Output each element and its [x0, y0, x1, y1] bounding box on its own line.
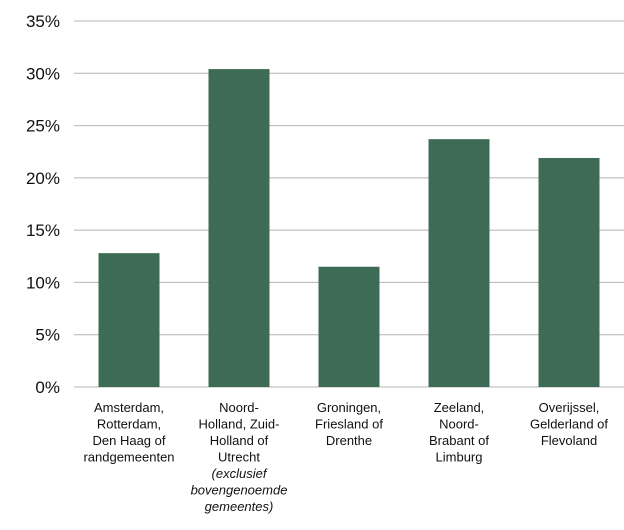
y-tick-label: 10% — [26, 273, 60, 292]
x-tick-label-line-italic: gemeentes) — [205, 499, 274, 514]
x-tick-label-line: Flevoland — [541, 433, 597, 448]
x-tick-label-line: Friesland of — [315, 417, 383, 432]
y-axis-tick-labels: 0% 5% 10% 15% 20% 25% 30% 35% — [26, 12, 60, 397]
bars — [98, 69, 600, 388]
x-tick-label-line: Noord- — [439, 417, 479, 432]
bar — [208, 69, 270, 388]
y-tick-label: 0% — [35, 378, 60, 397]
x-axis-tick-labels: Amsterdam, Rotterdam,Den Haag of randgemee… — [83, 400, 608, 514]
x-tick-label-line: Utrecht — [218, 450, 260, 465]
bar — [428, 139, 490, 387]
x-tick-label: Zeeland, Noord-Brabant of Limburg — [429, 400, 489, 465]
x-tick-label-line: Brabant of — [429, 433, 489, 448]
x-tick-label-line: Zeeland, — [434, 400, 485, 415]
x-tick-label: Noord- Holland, Zuid-Holland of Utrecht(ex… — [191, 400, 288, 514]
x-tick-label-line: Gelderland of — [530, 417, 608, 432]
bar — [538, 157, 600, 387]
y-tick-label: 30% — [26, 64, 60, 83]
x-tick-label-line: Noord- — [219, 400, 259, 415]
y-tick-label: 35% — [26, 12, 60, 31]
y-tick-label: 15% — [26, 221, 60, 240]
x-tick-label-line: Groningen, — [317, 400, 381, 415]
y-tick-label: 5% — [35, 326, 60, 345]
x-tick-label-line-italic: bovengenoemde — [191, 483, 288, 498]
x-tick-label-line: Drenthe — [326, 433, 372, 448]
y-tick-label: 20% — [26, 169, 60, 188]
x-tick-label-line: Den Haag of — [93, 433, 166, 448]
x-tick-label: Amsterdam, Rotterdam,Den Haag of randgemee… — [83, 400, 174, 465]
x-tick-label-line: Limburg — [436, 450, 483, 465]
y-tick-label: 25% — [26, 117, 60, 136]
bar — [98, 253, 160, 387]
x-tick-label-line: Overijssel, — [539, 400, 600, 415]
x-tick-label-line: Holland of — [210, 433, 269, 448]
bar — [318, 266, 380, 387]
x-tick-label-line-italic: (exclusief — [212, 466, 268, 481]
x-tick-label-line: Amsterdam, — [94, 400, 164, 415]
x-tick-label-line: Rotterdam, — [97, 417, 161, 432]
x-tick-label-line: randgemeenten — [83, 450, 174, 465]
x-tick-label-line: Holland, Zuid- — [199, 417, 280, 432]
